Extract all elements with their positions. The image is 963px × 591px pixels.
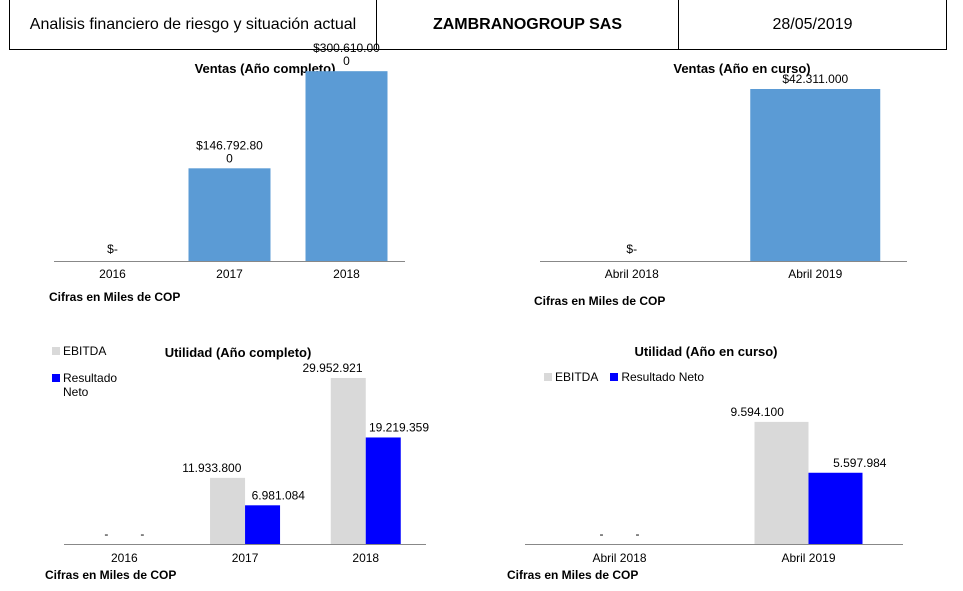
legend-item-resultado-neto: Resultado Neto xyxy=(610,370,704,384)
chart-utilidad-curso-svg: Utilidad (Año en curso) Abril 2018 - - Abril… xyxy=(525,344,903,565)
bar xyxy=(754,421,809,544)
legend: EBITDA Resultado Neto xyxy=(52,344,132,399)
data-label: 9.594.100 xyxy=(731,405,785,419)
legend-label-ebitda: EBITDA xyxy=(555,370,599,384)
chart-note: Cifras en Miles de COP xyxy=(534,294,666,308)
legend-item-ebitda: EBITDA xyxy=(52,344,132,358)
data-label: $146.792.80 0 xyxy=(196,138,263,165)
report-header: Analisis financiero de riesgo y situació… xyxy=(9,0,947,50)
data-label: 5.597.984 xyxy=(833,456,887,470)
data-label: 11.933.800 xyxy=(182,461,241,475)
bar xyxy=(210,477,246,544)
legend-label-resultado-neto: Resultado Neto xyxy=(63,371,118,399)
bar xyxy=(330,377,366,544)
chart-title: Ventas (Año completo) xyxy=(195,61,336,76)
x-tick-label: Abril 2019 xyxy=(788,267,842,281)
x-tick-label: 2016 xyxy=(111,551,138,565)
chart-title: Utilidad (Año completo) xyxy=(165,345,312,360)
chart-title: Utilidad (Año en curso) xyxy=(635,344,778,359)
legend-item-ebitda: EBITDA xyxy=(544,370,598,384)
bar xyxy=(750,89,881,261)
data-label: $42.311.000 xyxy=(782,72,848,86)
chart-ventas-completo-svg: Ventas (Año completo) 2016 $- 2017 $146.792.… xyxy=(54,41,405,281)
data-label: $- xyxy=(107,242,118,256)
data-label: - xyxy=(104,527,108,541)
bar xyxy=(245,505,281,544)
legend-item-resultado-neto: Resultado Neto xyxy=(52,371,132,399)
bar xyxy=(365,437,401,544)
legend-swatch-resultado-neto xyxy=(610,373,619,381)
x-tick-label: 2017 xyxy=(232,551,259,565)
chart-ventas-curso-svg: Ventas (Año en curso) Abril 2018 $- Abril 2… xyxy=(540,61,907,281)
data-label: 19.219.359 xyxy=(369,420,429,434)
legend-label-resultado-neto: Resultado Neto xyxy=(621,370,705,384)
company-name: ZAMBRANOGROUP SAS xyxy=(377,0,679,49)
x-tick-label: 2018 xyxy=(352,551,379,565)
x-tick-label: Abril 2018 xyxy=(592,551,646,565)
chart-utilidad-completo: Utilidad (Año completo) 2016- - 2017 11.933.… xyxy=(0,330,480,591)
data-label: 29.952.921 xyxy=(302,361,362,375)
data-label: 6.981.084 xyxy=(252,488,306,502)
x-tick-label: 2016 xyxy=(99,267,126,281)
chart-note: Cifras en Miles de COP xyxy=(49,290,181,304)
legend-label-ebitda: EBITDA xyxy=(63,344,107,358)
chart-note: Cifras en Miles de COP xyxy=(45,568,177,582)
data-label: $300.610.00 0 xyxy=(313,41,380,68)
chart-title: Ventas (Año en curso) xyxy=(673,61,810,76)
chart-ventas-curso: Ventas (Año en curso) Abril 2018 $- Abril 2… xyxy=(480,0,963,310)
data-label: $- xyxy=(626,242,637,256)
chart-utilidad-completo-svg: Utilidad (Año completo) 2016- - 2017 11.933.… xyxy=(64,345,429,565)
x-tick-label: 2017 xyxy=(216,267,243,281)
report-date: 28/05/2019 xyxy=(772,15,853,33)
x-tick-label: Abril 2019 xyxy=(781,551,835,565)
bar xyxy=(305,71,388,262)
x-tick-label: 2018 xyxy=(333,267,360,281)
report-title: Analisis financiero de riesgo y situació… xyxy=(10,0,377,49)
data-label: - xyxy=(140,527,144,541)
legend-swatch-ebitda xyxy=(52,347,60,355)
bar xyxy=(808,472,863,544)
data-label: - xyxy=(600,527,604,541)
chart-ventas-completo: Ventas (Año completo) 2016 $- 2017 $146.792.… xyxy=(0,0,480,310)
bar xyxy=(188,168,271,261)
chart-note: Cifras en Miles de COP xyxy=(507,568,639,582)
legend-swatch-resultado-neto xyxy=(52,374,60,382)
x-tick-label: Abril 2018 xyxy=(605,267,659,281)
data-label: - xyxy=(636,527,640,541)
chart-utilidad-curso: Utilidad (Año en curso) Abril 2018 - - Abril… xyxy=(480,330,963,591)
legend: EBITDA Resultado Neto xyxy=(544,370,704,384)
legend-swatch-ebitda xyxy=(544,373,552,381)
